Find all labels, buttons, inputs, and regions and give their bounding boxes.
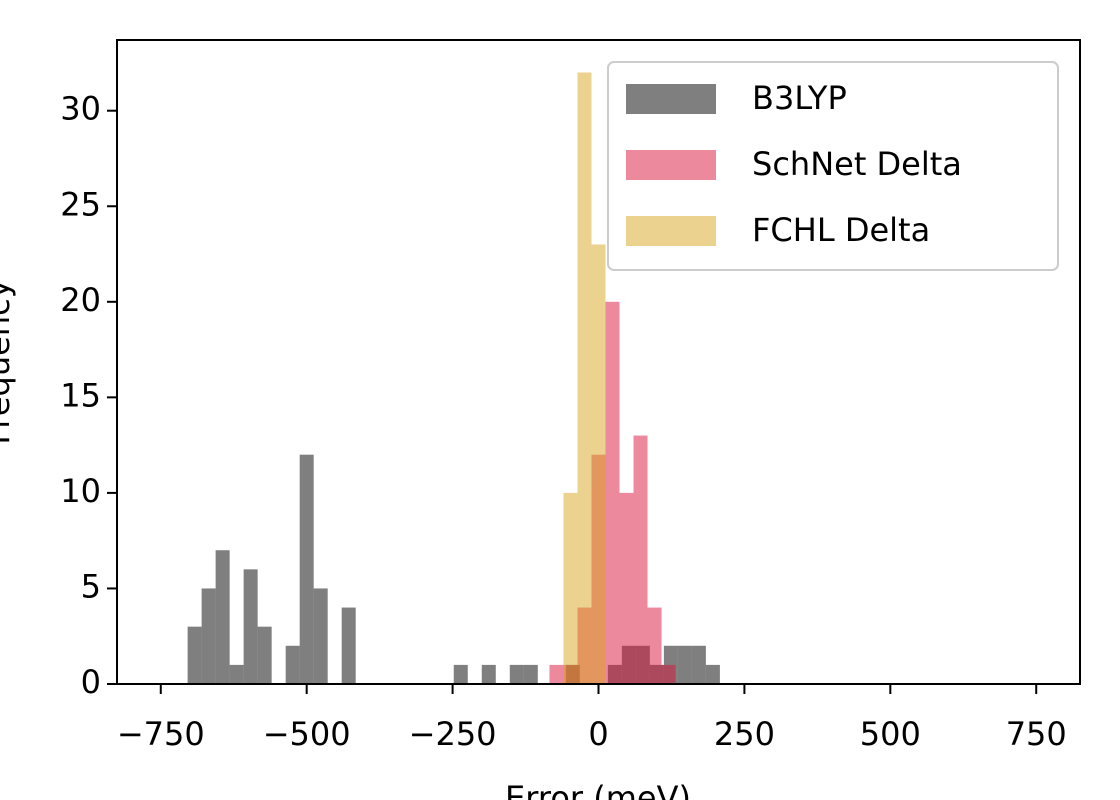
y-tick-label: 30 [60, 90, 101, 128]
y-tick-label: 0 [81, 663, 101, 701]
legend-label: SchNet Delta [752, 145, 962, 183]
histogram-bar [549, 664, 564, 684]
legend-swatch [626, 84, 716, 114]
y-axis-label: Frequency [0, 279, 17, 444]
histogram-bar [677, 645, 692, 684]
legend-label: B3LYP [752, 79, 847, 117]
x-tick-label: −750 [117, 715, 205, 753]
histogram-bar [705, 664, 720, 684]
histogram-bar [647, 607, 662, 684]
histogram-bar [605, 301, 620, 684]
histogram-bar [201, 588, 216, 684]
histogram-bar [619, 492, 634, 684]
histogram-bar [299, 454, 314, 684]
legend-swatch [626, 150, 716, 180]
histogram-bar [577, 72, 592, 685]
histogram-bar [523, 664, 538, 684]
y-tick-label: 20 [60, 281, 101, 319]
y-tick-label: 10 [60, 472, 101, 510]
histogram-bar [229, 664, 244, 684]
histogram-bar [563, 492, 578, 684]
histogram-bar [453, 664, 468, 684]
legend-label: FCHL Delta [752, 211, 930, 249]
y-tick-label: 25 [60, 185, 101, 223]
legend-swatch [626, 216, 716, 246]
histogram-bar [187, 626, 202, 684]
histogram-bar [661, 664, 676, 684]
histogram-bar [215, 550, 230, 684]
histogram-bar [633, 435, 648, 684]
histogram-bar [257, 626, 272, 684]
histogram-bar [243, 569, 258, 684]
legend: B3LYP SchNet Delta FCHL Delta [607, 61, 1059, 271]
x-tick-label: 0 [588, 715, 608, 753]
histogram-bar [591, 244, 606, 684]
x-tick-label: −250 [409, 715, 497, 753]
x-tick-label: −500 [263, 715, 351, 753]
y-tick-label: 15 [60, 376, 101, 414]
legend-box [607, 61, 1059, 271]
histogram-bar [341, 607, 356, 684]
x-tick-label: 500 [860, 715, 921, 753]
histogram-bar [313, 588, 328, 684]
histogram-bar [691, 645, 706, 684]
y-tick-label: 5 [81, 567, 101, 605]
histogram-bar [481, 664, 496, 684]
histogram-bar [285, 645, 300, 684]
x-axis-label: Error (meV) [505, 779, 691, 800]
x-tick-label: 750 [1006, 715, 1067, 753]
histogram-bar [509, 664, 524, 684]
x-tick-label: 250 [714, 715, 775, 753]
